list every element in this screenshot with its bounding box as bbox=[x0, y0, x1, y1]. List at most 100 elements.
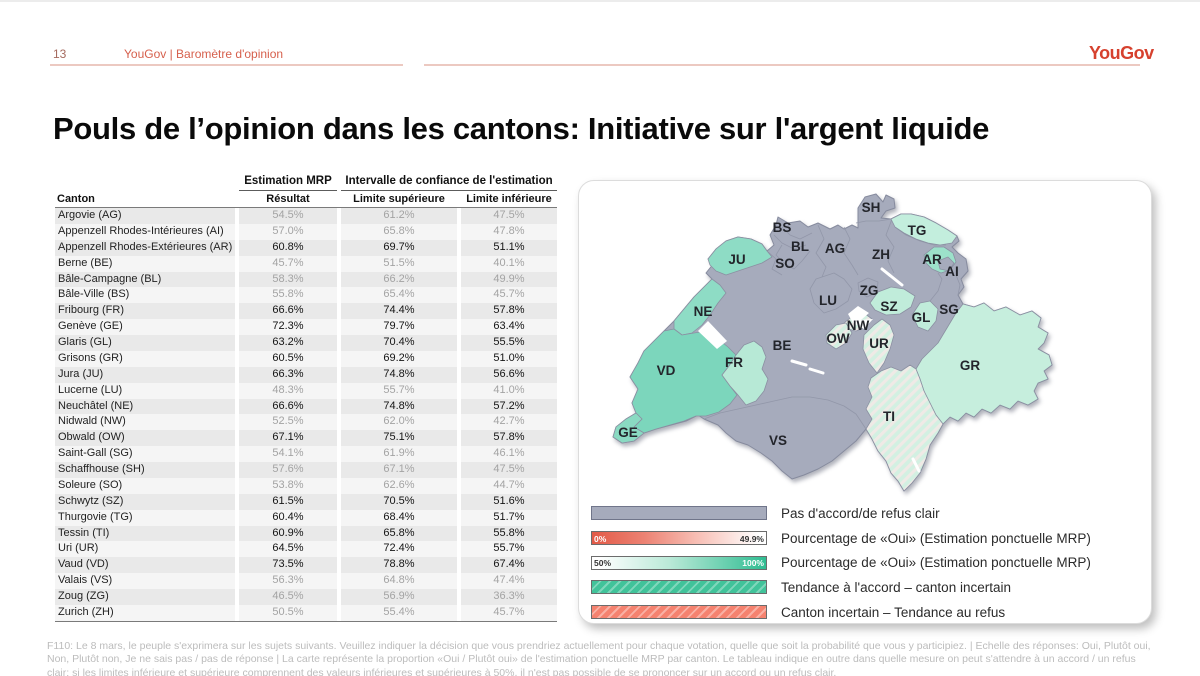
canton-cell: Uri (UR) bbox=[55, 541, 235, 557]
map-label-AR: AR bbox=[922, 252, 942, 267]
legend-swatch-start-label: 0% bbox=[594, 534, 606, 544]
result-cell: 60.8% bbox=[239, 240, 337, 256]
map-label-OW: OW bbox=[826, 331, 850, 346]
upper-limit-cell: 74.4% bbox=[341, 303, 457, 319]
legend-item: 50% 100% Pourcentage de «Oui» (Estimatio… bbox=[591, 550, 1091, 575]
lower-limit-cell: 57.8% bbox=[461, 303, 557, 319]
upper-limit-cell: 56.9% bbox=[341, 589, 457, 605]
legend-swatch-end-label: 49.9% bbox=[740, 534, 764, 544]
legend-swatch: 0% 49.9% bbox=[591, 531, 767, 545]
upper-limit-cell: 55.7% bbox=[341, 383, 457, 399]
upper-limit-cell: 74.8% bbox=[341, 399, 457, 415]
lower-limit-cell: 51.6% bbox=[461, 494, 557, 510]
result-cell: 72.3% bbox=[239, 319, 337, 335]
lower-limit-cell: 55.8% bbox=[461, 526, 557, 542]
lower-limit-cell: 45.7% bbox=[461, 605, 557, 621]
upper-limit-cell: 70.5% bbox=[341, 494, 457, 510]
map-label-NW: NW bbox=[847, 318, 870, 333]
column-header-lower-limit: Limite inférieure bbox=[461, 193, 557, 207]
map-label-SH: SH bbox=[862, 200, 881, 215]
result-cell: 58.3% bbox=[239, 272, 337, 288]
legend-swatch bbox=[591, 580, 767, 594]
upper-limit-cell: 62.6% bbox=[341, 478, 457, 494]
result-cell: 57.6% bbox=[239, 462, 337, 478]
upper-limit-cell: 65.4% bbox=[341, 287, 457, 303]
map-label-BL: BL bbox=[791, 239, 809, 254]
canton-cell: Bâle-Campagne (BL) bbox=[55, 272, 235, 288]
table-row: Zurich (ZH) 50.5% 55.4% 45.7% bbox=[55, 605, 557, 621]
canton-cell: Obwald (OW) bbox=[55, 430, 235, 446]
lower-limit-cell: 46.1% bbox=[461, 446, 557, 462]
lower-limit-cell: 57.8% bbox=[461, 430, 557, 446]
canton-cell: Appenzell Rhodes-Intérieures (AI) bbox=[55, 224, 235, 240]
result-cell: 45.7% bbox=[239, 256, 337, 272]
lower-limit-cell: 41.0% bbox=[461, 383, 557, 399]
lower-limit-cell: 55.7% bbox=[461, 541, 557, 557]
group-header-interval: Intervalle de confiance de l'estimation bbox=[329, 175, 569, 189]
canton-cell: Schaffhouse (SH) bbox=[55, 462, 235, 478]
lower-limit-cell: 47.4% bbox=[461, 573, 557, 589]
lower-limit-cell: 36.3% bbox=[461, 589, 557, 605]
upper-limit-cell: 67.1% bbox=[341, 462, 457, 478]
lower-limit-cell: 49.9% bbox=[461, 272, 557, 288]
lower-limit-cell: 51.0% bbox=[461, 351, 557, 367]
map-label-TG: TG bbox=[908, 223, 927, 238]
map-label-SO: SO bbox=[775, 256, 795, 271]
group-underline-estimation bbox=[239, 190, 337, 191]
result-cell: 54.1% bbox=[239, 446, 337, 462]
legend-swatch bbox=[591, 605, 767, 619]
table-row: Zoug (ZG) 46.5% 56.9% 36.3% bbox=[55, 589, 557, 605]
table-body: Argovie (AG) 54.5% 61.2% 47.5% Appenzell… bbox=[55, 208, 557, 621]
result-cell: 53.8% bbox=[239, 478, 337, 494]
canton-cell: Thurgovie (TG) bbox=[55, 510, 235, 526]
canton-cell: Saint-Gall (SG) bbox=[55, 446, 235, 462]
column-header-result: Résultat bbox=[239, 193, 337, 207]
canton-cell: Genève (GE) bbox=[55, 319, 235, 335]
column-header-canton: Canton bbox=[57, 193, 95, 207]
upper-limit-cell: 61.9% bbox=[341, 446, 457, 462]
table-row: Obwald (OW) 67.1% 75.1% 57.8% bbox=[55, 430, 557, 446]
lower-limit-cell: 47.5% bbox=[461, 208, 557, 224]
table-row: Grisons (GR) 60.5% 69.2% 51.0% bbox=[55, 351, 557, 367]
result-cell: 55.8% bbox=[239, 287, 337, 303]
table-row: Jura (JU) 66.3% 74.8% 56.6% bbox=[55, 367, 557, 383]
legend-label: Pourcentage de «Oui» (Estimation ponctue… bbox=[781, 555, 1091, 570]
table-bottom-rule bbox=[55, 621, 557, 622]
canton-cell: Grisons (GR) bbox=[55, 351, 235, 367]
table-row: Berne (BE) 45.7% 51.5% 40.1% bbox=[55, 256, 557, 272]
table-row: Bâle-Ville (BS) 55.8% 65.4% 45.7% bbox=[55, 287, 557, 303]
upper-limit-cell: 75.1% bbox=[341, 430, 457, 446]
lower-limit-cell: 47.5% bbox=[461, 462, 557, 478]
result-cell: 52.5% bbox=[239, 414, 337, 430]
table-row: Valais (VS) 56.3% 64.8% 47.4% bbox=[55, 573, 557, 589]
table-row: Neuchâtel (NE) 66.6% 74.8% 57.2% bbox=[55, 399, 557, 415]
map-label-GE: GE bbox=[618, 425, 638, 440]
legend-swatch bbox=[591, 506, 767, 520]
table-row: Soleure (SO) 53.8% 62.6% 44.7% bbox=[55, 478, 557, 494]
result-cell: 57.0% bbox=[239, 224, 337, 240]
footnote: F110: Le 8 mars, le peuple s'exprimera s… bbox=[47, 640, 1155, 676]
upper-limit-cell: 61.2% bbox=[341, 208, 457, 224]
table-row: Lucerne (LU) 48.3% 55.7% 41.0% bbox=[55, 383, 557, 399]
canton-cell: Berne (BE) bbox=[55, 256, 235, 272]
map-label-ZG: ZG bbox=[860, 283, 879, 298]
lower-limit-cell: 51.7% bbox=[461, 510, 557, 526]
canton-cell: Valais (VS) bbox=[55, 573, 235, 589]
result-cell: 63.2% bbox=[239, 335, 337, 351]
legend-swatch-start-label: 50% bbox=[594, 558, 611, 568]
result-cell: 46.5% bbox=[239, 589, 337, 605]
result-cell: 67.1% bbox=[239, 430, 337, 446]
result-cell: 54.5% bbox=[239, 208, 337, 224]
lower-limit-cell: 51.1% bbox=[461, 240, 557, 256]
canton-cell: Zoug (ZG) bbox=[55, 589, 235, 605]
canton-cell: Neuchâtel (NE) bbox=[55, 399, 235, 415]
upper-limit-cell: 64.8% bbox=[341, 573, 457, 589]
lower-limit-cell: 56.6% bbox=[461, 367, 557, 383]
cantons-table: Estimation MRP Intervalle de confiance d… bbox=[55, 174, 557, 621]
result-cell: 73.5% bbox=[239, 557, 337, 573]
table-row: Tessin (TI) 60.9% 65.8% 55.8% bbox=[55, 526, 557, 542]
map-label-UR: UR bbox=[869, 336, 889, 351]
map-label-LU: LU bbox=[819, 293, 837, 308]
map-label-SG: SG bbox=[939, 302, 959, 317]
